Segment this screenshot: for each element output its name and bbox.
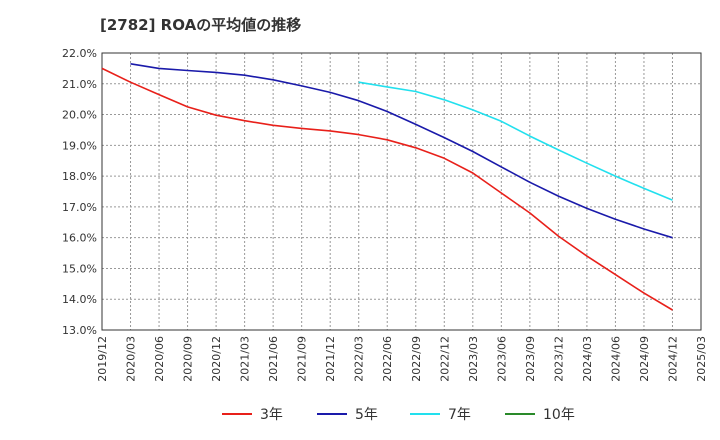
x-tick-label: 2019/12 bbox=[96, 336, 109, 382]
x-tick-label: 2020/03 bbox=[125, 336, 138, 382]
series-line bbox=[130, 63, 673, 239]
x-tick-label: 2020/12 bbox=[210, 336, 223, 382]
y-tick-label: 14.0% bbox=[62, 293, 97, 306]
x-axis: 2019/12 2020/03 2020/06 2020/09 2020/12 2021/… bbox=[96, 336, 708, 382]
legend-label: 10年 bbox=[543, 407, 575, 423]
series-line bbox=[358, 81, 673, 201]
x-tick-label: 2022/06 bbox=[381, 336, 394, 382]
series-line bbox=[101, 67, 673, 311]
legend-label: 7年 bbox=[448, 407, 471, 423]
x-tick-label: 2023/12 bbox=[552, 336, 565, 382]
x-tick-label: 2022/09 bbox=[410, 336, 423, 382]
x-tick-label: 2025/03 bbox=[695, 336, 708, 382]
y-tick-label: 17.0% bbox=[62, 201, 97, 214]
x-tick-label: 2021/09 bbox=[296, 336, 309, 382]
x-tick-label: 2020/06 bbox=[153, 336, 166, 382]
y-tick-label: 20.0% bbox=[62, 109, 97, 122]
x-tick-label: 2024/03 bbox=[581, 336, 594, 382]
y-tick-label: 13.0% bbox=[62, 324, 97, 337]
x-tick-label: 2023/06 bbox=[495, 336, 508, 382]
y-tick-label: 19.0% bbox=[62, 139, 97, 152]
x-tick-label: 2024/12 bbox=[666, 336, 679, 382]
y-tick-label: 18.0% bbox=[62, 170, 97, 183]
series-lines bbox=[101, 63, 673, 311]
x-tick-label: 2024/06 bbox=[609, 336, 622, 382]
x-tick-label: 2020/09 bbox=[182, 336, 195, 382]
x-tick-label: 2023/03 bbox=[467, 336, 480, 382]
x-tick-label: 2022/03 bbox=[353, 336, 366, 382]
y-tick-label: 21.0% bbox=[62, 78, 97, 91]
grid bbox=[101, 52, 702, 331]
x-tick-label: 2021/03 bbox=[239, 336, 252, 382]
legend-label: 3年 bbox=[260, 407, 283, 423]
legend-label: 5年 bbox=[355, 407, 378, 423]
legend: 3年 5年 7年 10年 bbox=[222, 407, 575, 423]
x-tick-label: 2021/06 bbox=[267, 336, 280, 382]
plot-border bbox=[101, 52, 702, 331]
x-tick-label: 2021/12 bbox=[324, 336, 337, 382]
y-axis: 13.0% 14.0% 15.0% 16.0% 17.0% 18.0% 19.0% 20.0%… bbox=[62, 47, 97, 337]
y-tick-label: 22.0% bbox=[62, 47, 97, 60]
x-tick-label: 2022/12 bbox=[438, 336, 451, 382]
x-tick-label: 2024/09 bbox=[638, 336, 651, 382]
y-tick-label: 15.0% bbox=[62, 262, 97, 275]
y-tick-label: 16.0% bbox=[62, 232, 97, 245]
chart-title: [2782] ROAの平均値の推移 bbox=[100, 16, 302, 34]
x-tick-label: 2023/09 bbox=[524, 336, 537, 382]
